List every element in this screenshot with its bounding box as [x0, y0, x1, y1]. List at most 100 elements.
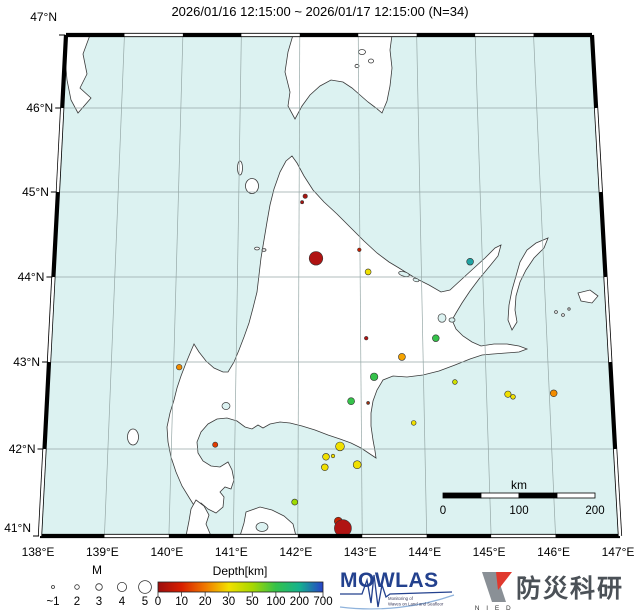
island-kunashiri — [507, 237, 549, 331]
lon-label: 141°E — [215, 545, 248, 559]
mowlas-subtext-line2: Waves on Land and Seafloor — [388, 602, 444, 607]
quake-dot — [176, 364, 183, 371]
meridian-line — [168, 34, 184, 537]
frame-light-segment — [613, 448, 622, 537]
lat-label: 43°N — [13, 355, 40, 369]
depth-tick-label: 100 — [266, 596, 285, 608]
quake-dot — [366, 401, 370, 405]
mowlas-logo: MOWLAS Monitoring of Waves on Land and S… — [339, 569, 455, 610]
land-sakhalin-south — [284, 34, 393, 120]
land-hokkaido — [166, 155, 529, 514]
quake-dot — [452, 379, 458, 385]
islet — [261, 248, 267, 252]
nied-acronym: N I E D — [475, 605, 513, 611]
frame-light-segment — [47, 276, 55, 363]
depth-tick-label: 10 — [175, 596, 188, 608]
depth-tick-label: 30 — [222, 596, 235, 608]
depth-tick-label: 0 — [155, 596, 161, 608]
lon-label: 147°E — [602, 545, 635, 559]
lon-label: 140°E — [150, 545, 183, 559]
depth-legend-title: Depth[km] — [213, 564, 268, 578]
meridian-line — [474, 34, 492, 537]
islet — [554, 310, 558, 314]
depth-tick-label: 20 — [199, 596, 212, 608]
mutsu-bay — [255, 522, 269, 532]
islet — [358, 49, 366, 55]
meridian-line — [104, 34, 125, 537]
quake-dot — [398, 353, 406, 361]
lagoon-notoro — [412, 277, 420, 283]
quake-dot — [335, 441, 345, 452]
map-frame — [37, 32, 623, 539]
lat-label: 44°N — [18, 270, 45, 284]
quake-dot — [321, 463, 329, 471]
quake-dot — [504, 390, 512, 398]
magnitude-legend-label: ~1 — [46, 596, 59, 608]
quake-dot — [300, 200, 305, 205]
magnitude-legend-label: 3 — [96, 596, 102, 608]
lon-label: 143°E — [344, 545, 377, 559]
epicenter-dots — [176, 193, 558, 538]
lat-label: 45°N — [22, 185, 49, 199]
land-shimokita — [239, 506, 297, 537]
quake-dot — [291, 498, 299, 506]
islet — [561, 313, 565, 317]
frame-light-segment — [56, 107, 64, 193]
meridian-line — [297, 34, 301, 537]
depth-legend: Depth[km] 0 10 20 30 50 100 200 700 — [155, 564, 333, 608]
quake-dot — [330, 453, 336, 459]
magnitude-legend-circle — [117, 582, 128, 593]
land-sakhalin-west — [64, 34, 92, 114]
mowlas-logo-text: MOWLAS — [340, 569, 439, 592]
quake-dot — [364, 336, 369, 341]
quake-dot — [466, 258, 474, 266]
quake-dot — [411, 420, 417, 426]
nied-mark-red-icon — [496, 572, 512, 590]
meridian-line — [533, 34, 556, 537]
depth-tick-label: 200 — [290, 596, 309, 608]
frame-light-segment — [594, 107, 603, 193]
quake-dot — [302, 193, 308, 199]
scalebar-tick-label: 100 — [509, 505, 528, 517]
scalebar-tick-label: 200 — [585, 505, 604, 517]
magnitude-legend-label: 2 — [74, 596, 80, 608]
magnitude-legend-circle — [138, 580, 152, 594]
quake-dot — [357, 247, 362, 252]
lon-label: 142°E — [279, 545, 312, 559]
quake-dot — [364, 268, 372, 276]
quake-dot — [370, 372, 379, 381]
meridian-line — [416, 34, 428, 537]
lake-akan — [448, 317, 456, 323]
nied-logo: N I E D 防災科研 — [475, 572, 622, 611]
mowlas-subtext-line1: Monitoring of — [388, 596, 414, 601]
islet — [354, 63, 360, 69]
lon-label: 138°E — [22, 545, 55, 559]
lat-label: 46°N — [26, 101, 53, 115]
meridian-line — [232, 34, 242, 537]
magnitude-legend-circle — [51, 585, 55, 589]
lagoon-saroma — [398, 271, 410, 277]
frame-light-segment — [38, 448, 46, 537]
map-scalebar: km 0 100 200 — [440, 478, 605, 517]
page-title: 2026/01/16 12:15:00 ~ 2026/01/17 12:15:0… — [171, 4, 468, 19]
lon-label: 145°E — [473, 545, 506, 559]
islet — [368, 58, 374, 64]
lon-label: 144°E — [408, 545, 441, 559]
depth-tick-label: 700 — [313, 596, 332, 608]
axis-labels: 47°N 46°N 45°N 44°N 43°N 42°N 41°N 138°E 139°E 14… — [4, 10, 634, 559]
quake-dot — [308, 251, 324, 266]
lake-kussharo — [437, 313, 447, 323]
scalebar-tick-label: 0 — [440, 505, 446, 517]
lat-label: 42°N — [9, 442, 36, 456]
lat-label: 41°N — [4, 521, 31, 535]
scalebar-unit-label: km — [511, 478, 527, 492]
scalebar-segment — [442, 492, 482, 499]
quake-dot — [510, 394, 516, 400]
scalebar-segment — [480, 492, 520, 499]
lake-toya — [221, 402, 231, 410]
lon-label: 139°E — [86, 545, 119, 559]
scalebar-segment — [556, 492, 596, 499]
lon-label: 146°E — [537, 545, 570, 559]
